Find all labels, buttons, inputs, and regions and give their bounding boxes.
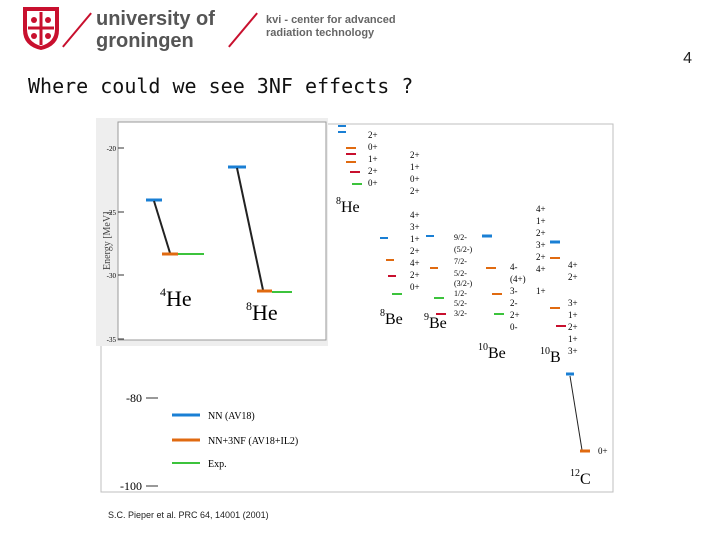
legend-label: NN+3NF (AV18+IL2) (208, 436, 298, 447)
energy-levels-figure: -80 -100 Energy [MeV] -20 -25 -30 -35 4H… (96, 118, 616, 500)
svg-text:3-: 3- (510, 286, 518, 296)
svg-text:2+: 2+ (536, 252, 546, 262)
b10-spectrum: 4+ 1+ 2+ 3+ 2+ 4+ 1+ 4+ 2+ 3+ 1+ 2+ 1+ 3… (536, 204, 578, 366)
crest-icon (23, 7, 59, 50)
svg-text:1+: 1+ (368, 154, 378, 164)
university-name: university of groningen (96, 8, 215, 52)
header-divider (228, 12, 258, 48)
svg-text:2+: 2+ (410, 246, 420, 256)
svg-text:1+: 1+ (536, 286, 546, 296)
svg-text:3+: 3+ (568, 346, 578, 356)
svg-text:(5/2-): (5/2-) (454, 245, 473, 254)
nucleus-label-b10: 10B (540, 346, 561, 366)
svg-text:2-: 2- (510, 298, 518, 308)
svg-text:0+: 0+ (368, 178, 378, 188)
svg-text:(3/2-): (3/2-) (454, 279, 473, 288)
svg-text:2+: 2+ (368, 166, 378, 176)
svg-text:3/2-: 3/2- (454, 309, 467, 318)
svg-text:4+: 4+ (536, 204, 546, 214)
svg-text:2+: 2+ (368, 130, 378, 140)
nucleus-label-c12: 12C (570, 468, 591, 488)
svg-text:5/2-: 5/2- (454, 299, 467, 308)
nucleus-label-be8: 8Be (380, 308, 403, 328)
svg-text:2+: 2+ (410, 270, 420, 280)
nucleus-label-he8: 8He (246, 299, 278, 325)
nucleus-label-be9: 9Be (424, 312, 447, 332)
svg-text:3+: 3+ (536, 240, 546, 250)
svg-text:0+: 0+ (368, 142, 378, 152)
svg-text:1+: 1+ (536, 216, 546, 226)
inset-tick-label: -25 (107, 209, 117, 217)
legend-label: Exp. (208, 459, 227, 470)
c12-spectrum: 0+ 12C (566, 372, 608, 488)
svg-text:1+: 1+ (568, 334, 578, 344)
svg-text:1+: 1+ (410, 162, 420, 172)
university-logo (20, 4, 62, 52)
svg-text:(4+): (4+) (510, 274, 526, 284)
svg-text:2+: 2+ (568, 272, 578, 282)
be8-spectrum: 2+ 1+ 0+ 2+ 4+ 3+ 1+ 2+ 4+ 2+ 0+ 8Be (380, 150, 420, 328)
svg-text:4+: 4+ (568, 260, 578, 270)
svg-text:1+: 1+ (410, 234, 420, 244)
slide-title: Where could we see 3NF effects ? (28, 74, 414, 98)
svg-text:4+: 4+ (410, 210, 420, 220)
svg-text:4-: 4- (510, 262, 518, 272)
svg-text:2+: 2+ (536, 228, 546, 238)
svg-text:2+: 2+ (510, 310, 520, 320)
inset-tick-label: -20 (107, 145, 117, 153)
be10-spectrum: 4- (4+) 3- 2- 2+ 0- 10Be (478, 234, 526, 362)
tick-label: -100 (120, 479, 142, 493)
page-number: 4 (683, 50, 692, 67)
citation: S.C. Pieper et al. PRC 64, 14001 (2001) (108, 510, 269, 520)
legend: NN (AV18) NN+3NF (AV18+IL2) Exp. (172, 411, 298, 470)
nucleus-label-he4: 4He (160, 285, 192, 311)
svg-text:1/2-: 1/2- (454, 289, 467, 298)
svg-text:1+: 1+ (568, 310, 578, 320)
svg-text:0+: 0+ (598, 446, 608, 456)
svg-text:4+: 4+ (410, 258, 420, 268)
legend-label: NN (AV18) (208, 411, 255, 422)
nucleus-label-be10: 10Be (478, 342, 506, 362)
be9-spectrum: 9/2- (5/2-) 7/2- 5/2- (3/2-) 1/2- 5/2- 3… (424, 233, 473, 332)
svg-text:2+: 2+ (410, 186, 420, 196)
svg-text:9/2-: 9/2- (454, 233, 467, 242)
inset-tick-label: -30 (107, 272, 117, 280)
svg-text:0+: 0+ (410, 174, 420, 184)
svg-text:5/2-: 5/2- (454, 269, 467, 278)
svg-text:3+: 3+ (410, 222, 420, 232)
tick-label: -80 (126, 391, 142, 405)
nucleus-label-he8-main: 8He (336, 196, 360, 216)
svg-text:7/2-: 7/2- (454, 257, 467, 266)
svg-text:4+: 4+ (536, 264, 546, 274)
svg-text:2+: 2+ (568, 322, 578, 332)
inset-frame (117, 121, 327, 341)
svg-text:0-: 0- (510, 322, 518, 332)
svg-text:3+: 3+ (568, 298, 578, 308)
header-divider (62, 12, 92, 48)
institute-name: kvi - center for advanced radiation tech… (266, 14, 396, 39)
svg-text:2+: 2+ (410, 150, 420, 160)
he8-spectrum: 2+ 0+ 1+ 2+ 0+ 8He (336, 125, 378, 216)
svg-text:0+: 0+ (410, 282, 420, 292)
inset-y-axis-label: Energy [MeV] (102, 212, 113, 270)
inset-tick-label: -35 (107, 336, 117, 344)
